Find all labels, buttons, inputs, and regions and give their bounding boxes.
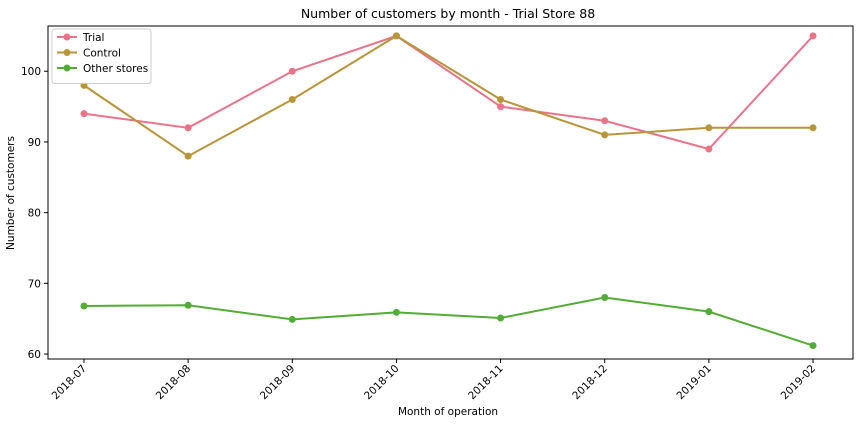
series-trial xyxy=(80,32,817,153)
data-point-other-stores xyxy=(497,314,505,322)
data-point-other-stores xyxy=(392,308,400,316)
x-tick-label: 2018-12 xyxy=(570,363,610,403)
series-layer xyxy=(80,32,817,350)
x-tick-label: 2018-07 xyxy=(50,363,90,403)
x-axis-label: Month of operation xyxy=(398,406,498,418)
legend-label-trial: Trial xyxy=(82,32,104,44)
legend-box xyxy=(51,28,152,84)
legend-marker-trial xyxy=(63,33,71,41)
data-point-other-stores xyxy=(80,302,88,310)
y-tick-label: 80 xyxy=(28,208,41,220)
data-point-trial xyxy=(809,32,817,40)
data-point-trial xyxy=(705,145,713,153)
data-point-trial xyxy=(80,110,88,118)
data-point-control xyxy=(601,131,609,139)
legend-marker-other-stores xyxy=(63,64,71,72)
data-point-other-stores xyxy=(184,301,192,309)
data-point-other-stores xyxy=(601,293,609,301)
legend: Trial Control Other stores xyxy=(51,28,152,84)
x-tick-label: 2018-10 xyxy=(362,363,402,403)
data-point-control xyxy=(288,96,296,104)
y-tick-label: 60 xyxy=(28,349,41,361)
y-tick-label: 90 xyxy=(28,137,41,149)
y-axis-label: Number of customers xyxy=(5,136,17,250)
series-control xyxy=(80,32,817,160)
legend-marker-control xyxy=(63,49,71,56)
data-point-other-stores xyxy=(288,315,296,323)
data-point-control xyxy=(497,96,505,104)
x-axis: 2018-07 2018-08 2018-09 2018-10 2018-11 2018-… xyxy=(50,359,819,403)
chart-title: Number of customers by month - Trial Sto… xyxy=(301,6,595,21)
data-point-control xyxy=(184,152,192,160)
y-axis: 60 70 80 90 100 xyxy=(21,66,48,361)
series-other-stores xyxy=(80,293,817,350)
x-tick-label: 2019-01 xyxy=(674,363,714,403)
data-point-trial xyxy=(184,124,192,132)
data-point-control xyxy=(705,124,713,132)
x-tick-label: 2018-08 xyxy=(154,363,194,403)
data-point-other-stores xyxy=(809,342,817,350)
series-line-control xyxy=(83,34,813,158)
data-point-trial xyxy=(497,103,505,111)
data-point-control xyxy=(392,32,400,40)
data-point-control xyxy=(809,124,817,132)
legend-label-other-stores: Other stores xyxy=(83,63,148,75)
data-point-trial xyxy=(288,67,296,75)
legend-label-control: Control xyxy=(83,48,121,60)
data-point-trial xyxy=(601,117,609,125)
data-point-other-stores xyxy=(705,308,713,316)
x-tick-label: 2018-11 xyxy=(466,363,506,403)
x-tick-label: 2019-02 xyxy=(779,363,819,403)
series-line-trial xyxy=(83,34,814,151)
y-tick-label: 100 xyxy=(21,66,41,78)
plot-area xyxy=(47,25,854,360)
series-line-other-stores xyxy=(83,296,814,347)
x-tick-label: 2018-09 xyxy=(258,363,298,403)
y-tick-label: 70 xyxy=(28,278,41,290)
